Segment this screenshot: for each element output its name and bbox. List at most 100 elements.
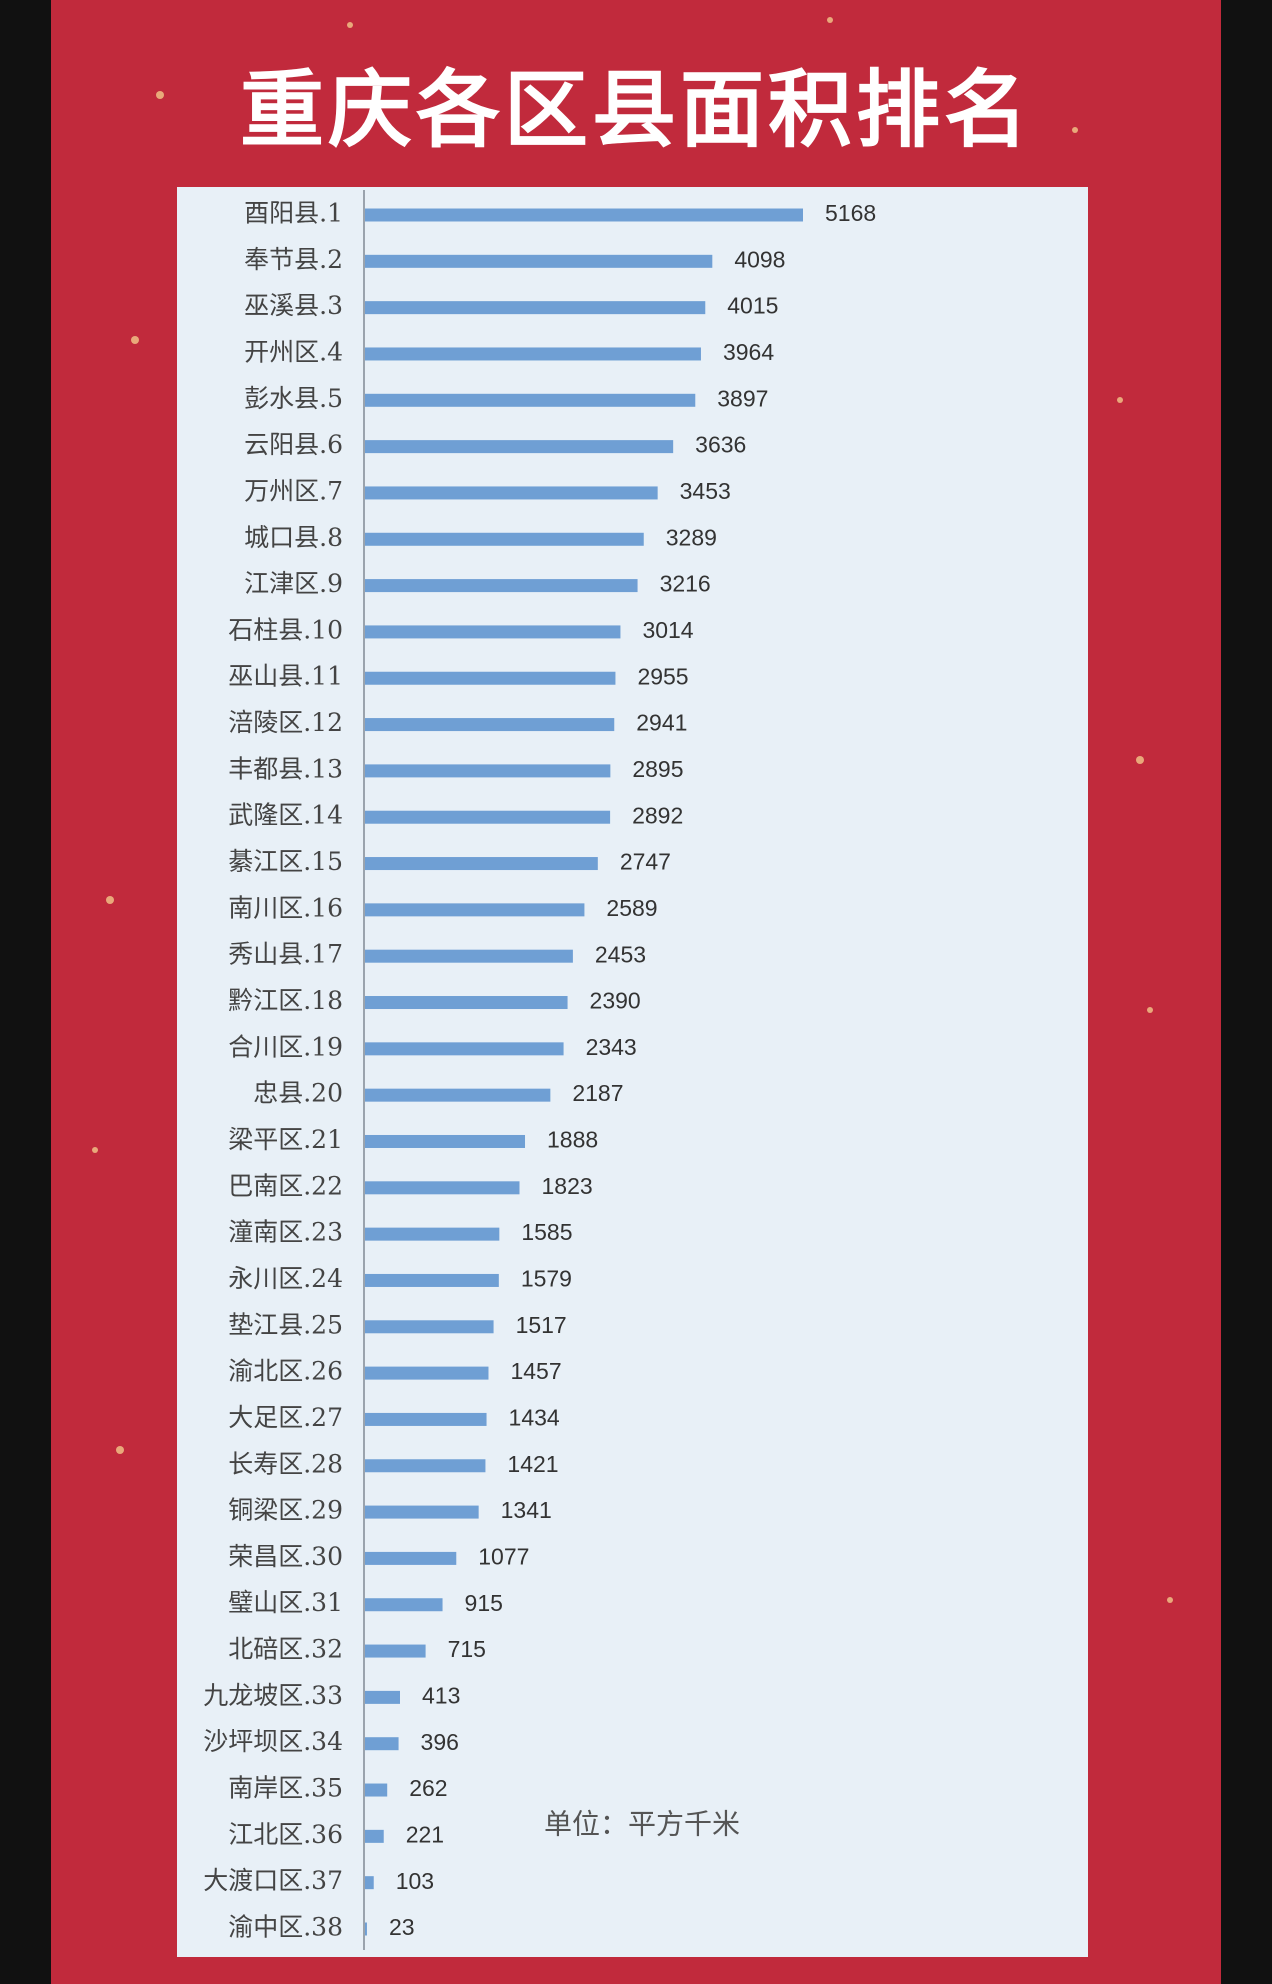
bar (365, 857, 598, 871)
value-label: 1457 (510, 1358, 561, 1384)
bar (365, 671, 616, 685)
bar (365, 1737, 399, 1751)
category-label: 荣昌区.30 (228, 1542, 343, 1571)
value-label: 1077 (478, 1543, 529, 1569)
bar (365, 1412, 487, 1426)
value-label: 715 (448, 1636, 486, 1662)
category-label: 涪陵区.12 (228, 708, 343, 737)
category-label: 黔江区.18 (228, 986, 343, 1015)
value-label: 23 (389, 1914, 415, 1940)
bar (365, 1366, 489, 1380)
category-label: 渝北区.26 (228, 1357, 343, 1386)
value-label: 1823 (542, 1173, 593, 1199)
bar (365, 1598, 443, 1612)
category-label: 石柱县.10 (228, 615, 343, 644)
category-label: 渝中区.38 (228, 1913, 343, 1942)
value-label: 2892 (632, 802, 683, 828)
value-label: 103 (396, 1868, 434, 1894)
bar (365, 393, 696, 407)
bar (365, 1829, 384, 1843)
bar (365, 1690, 401, 1704)
category-label: 九龙坡区.33 (203, 1681, 343, 1710)
bar (365, 764, 611, 778)
category-label: 云阳县.6 (244, 430, 343, 459)
bar (365, 532, 644, 546)
category-label: 南岸区.35 (228, 1774, 343, 1803)
category-label: 奉节县.2 (244, 245, 343, 274)
value-label: 3636 (695, 432, 746, 458)
value-label: 396 (421, 1729, 459, 1755)
value-label: 221 (406, 1821, 444, 1847)
bar (365, 208, 803, 222)
category-label: 巴南区.22 (228, 1171, 343, 1200)
value-label: 262 (409, 1775, 447, 1801)
value-label: 2187 (572, 1080, 623, 1106)
chart-title: 重庆各区县面积排名 (240, 61, 1032, 159)
value-label: 3453 (680, 478, 731, 504)
value-label: 4015 (727, 293, 778, 319)
category-label: 巫溪县.3 (244, 291, 343, 320)
category-label: 梁平区.21 (228, 1125, 343, 1154)
value-label: 2589 (606, 895, 657, 921)
value-label: 5168 (825, 200, 876, 226)
value-label: 2955 (637, 663, 688, 689)
value-label: 1434 (509, 1405, 560, 1431)
category-label: 秀山县.17 (228, 940, 343, 969)
plot-panel (177, 187, 1088, 1957)
category-label: 合川区.19 (228, 1032, 343, 1061)
category-label: 永川区.24 (228, 1264, 343, 1293)
value-label: 3014 (642, 617, 693, 643)
value-label: 3964 (723, 339, 774, 365)
category-label: 开州区.4 (244, 337, 343, 366)
category-label: 巫山县.11 (228, 662, 343, 691)
bar (365, 1876, 374, 1890)
value-label: 1888 (547, 1127, 598, 1153)
bar (365, 486, 658, 500)
category-label: 沙坪坝区.34 (203, 1727, 343, 1756)
value-label: 2343 (586, 1034, 637, 1060)
confetti (92, 17, 1173, 1603)
value-label: 915 (465, 1590, 503, 1616)
value-label: 2895 (632, 756, 683, 782)
bar (365, 996, 568, 1010)
bar (365, 625, 621, 639)
bar (365, 1320, 494, 1334)
bar (365, 1551, 457, 1565)
category-label: 北碚区.32 (228, 1635, 343, 1664)
bar (365, 579, 638, 593)
category-label: 江北区.36 (228, 1820, 343, 1849)
bar (365, 903, 585, 917)
category-label: 万州区.7 (244, 476, 343, 505)
category-label: 綦江区.15 (228, 847, 343, 876)
category-label: 南川区.16 (228, 893, 343, 922)
category-label: 垫江县.25 (228, 1310, 343, 1339)
category-label: 酉阳县.1 (244, 199, 343, 228)
unit-note: 单位：平方千米 (544, 1808, 740, 1841)
bar (365, 301, 706, 315)
value-label: 3216 (660, 571, 711, 597)
value-label: 2453 (595, 941, 646, 967)
value-label: 413 (422, 1682, 460, 1708)
bar (365, 1088, 551, 1102)
value-label: 3289 (666, 524, 717, 550)
category-label: 长寿区.28 (228, 1449, 343, 1478)
value-label: 2747 (620, 849, 671, 875)
category-label: 丰都县.13 (228, 754, 343, 783)
category-label: 大足区.27 (228, 1403, 343, 1432)
bar (365, 1181, 520, 1195)
bar (365, 1134, 526, 1148)
bar (365, 718, 615, 732)
bar (365, 1273, 499, 1287)
bar (365, 1505, 479, 1519)
value-label: 2941 (636, 710, 687, 736)
bar (365, 949, 573, 963)
category-label: 彭水县.5 (244, 384, 343, 413)
bar (365, 440, 674, 454)
bar (365, 1227, 500, 1241)
bar (365, 347, 701, 361)
bar (365, 1922, 367, 1936)
category-label: 城口县.8 (244, 523, 343, 552)
value-label: 1585 (521, 1219, 572, 1245)
